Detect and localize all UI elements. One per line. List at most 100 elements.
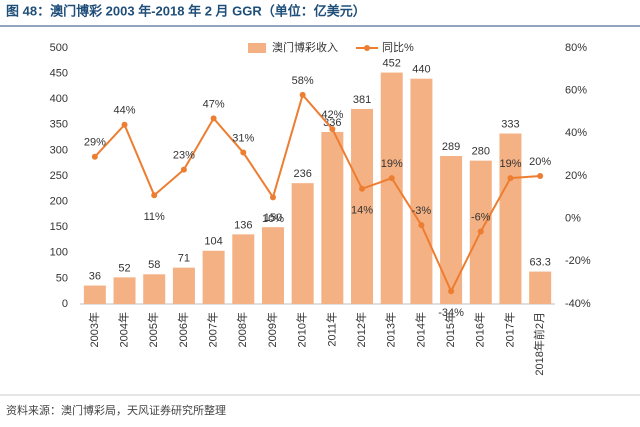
line-point <box>240 149 247 156</box>
x-tick-label: 2013年 <box>384 312 398 347</box>
line-label: -3% <box>412 205 432 217</box>
line-point <box>477 228 484 235</box>
line-label: 19% <box>381 158 403 170</box>
legend-label: 澳门博彩收入 <box>272 40 338 54</box>
y-tick-label: 400 <box>50 93 68 105</box>
x-tick-label: 2014年 <box>413 312 427 347</box>
x-tick-label: 2008年 <box>235 312 249 347</box>
bar-label: 440 <box>412 64 430 76</box>
x-tick-label: 2003年 <box>87 312 101 347</box>
y2-tick-label: 40% <box>565 127 587 139</box>
line-point <box>91 153 98 160</box>
bar-label: 63.3 <box>529 256 550 268</box>
line-point <box>537 173 544 179</box>
x-tick-label: 2005年 <box>146 312 160 347</box>
line-point <box>180 166 187 173</box>
bar <box>351 108 374 304</box>
y2-tick-label: -40% <box>565 298 591 310</box>
line-label: 20% <box>529 156 551 168</box>
line-point <box>269 194 276 201</box>
bar-label: 336 <box>323 117 341 129</box>
legend-swatch <box>248 43 266 53</box>
x-tick-label: 2006年 <box>176 312 190 347</box>
y2-tick-label: 60% <box>565 85 587 97</box>
bar <box>113 277 136 304</box>
bar-label: 71 <box>178 253 190 265</box>
bar-label: 150 <box>264 212 282 224</box>
bar-label: 452 <box>383 57 401 69</box>
line <box>94 92 541 294</box>
bar-label: 104 <box>204 236 222 248</box>
x-tick-label: 2010年 <box>295 312 309 347</box>
x-tick-label: 2011年 <box>324 312 338 347</box>
bar-label: 236 <box>293 168 311 180</box>
x-tick-label: 2007年 <box>206 312 220 347</box>
bar <box>261 227 284 304</box>
line-point <box>121 121 128 128</box>
line-label: -34% <box>438 307 464 319</box>
y-tick-label: 100 <box>50 247 68 259</box>
y2-tick-label: 20% <box>565 170 587 182</box>
line-label: 14% <box>351 205 373 217</box>
line-point <box>507 175 514 182</box>
bar-label: 280 <box>472 146 490 158</box>
y-tick-label: 450 <box>50 68 68 80</box>
bar <box>291 183 314 304</box>
bar <box>143 274 166 304</box>
y-tick-label: 250 <box>50 170 68 182</box>
legend-swatch <box>364 45 370 51</box>
line-label: 31% <box>232 132 254 144</box>
line-point <box>210 115 217 122</box>
bar <box>172 267 195 304</box>
y-tick-label: 350 <box>50 119 68 131</box>
source-note: 资料来源：澳门博彩局，天风证券研究所整理 <box>6 403 226 417</box>
x-tick-label: 2018年前2月 <box>532 312 546 376</box>
legend-label: 同比% <box>382 41 414 54</box>
bar-label: 36 <box>89 270 101 282</box>
bar-label: 52 <box>118 262 130 274</box>
y-tick-label: 200 <box>50 196 68 208</box>
line-label: -6% <box>471 211 491 223</box>
bar-label: 381 <box>353 94 371 106</box>
y-tick-label: 0 <box>62 298 68 310</box>
line-label: 11% <box>144 211 165 223</box>
bar <box>202 250 225 304</box>
bar <box>440 156 463 304</box>
line-label: 42% <box>321 109 343 121</box>
x-tick-label: 2012年 <box>354 312 368 347</box>
line-point <box>448 288 455 295</box>
line-label: 29% <box>84 137 106 149</box>
bar <box>529 271 552 304</box>
y-tick-label: 150 <box>50 221 68 233</box>
y2-tick-label: 80% <box>565 42 587 54</box>
x-tick-label: 2017年 <box>502 312 516 347</box>
bar-label: 333 <box>501 118 519 130</box>
bar <box>321 131 344 304</box>
bar <box>380 72 403 305</box>
x-tick-label: 2016年 <box>473 312 487 347</box>
bar-label: 136 <box>234 219 252 231</box>
bar-label: 289 <box>442 141 460 153</box>
y2-tick-label: 0% <box>565 213 581 225</box>
x-tick-label: 2015年 <box>443 312 457 347</box>
y-tick-label: 500 <box>50 42 68 54</box>
line-label: 19% <box>499 158 521 170</box>
x-tick-label: 2004年 <box>116 312 130 347</box>
line-label: 23% <box>173 150 195 162</box>
y2-tick-label: -20% <box>565 255 591 267</box>
bar <box>410 78 433 304</box>
bar <box>499 133 522 304</box>
line-label: 47% <box>203 98 225 110</box>
line-point <box>151 192 158 199</box>
x-tick-label: 2009年 <box>265 312 279 347</box>
line-point <box>388 175 395 182</box>
line-point <box>329 126 336 133</box>
line-label: 58% <box>292 75 314 87</box>
chart-title: 图 48：澳门博彩 2003 年-2018 年 2 月 GGR（单位：亿美元） <box>6 3 366 18</box>
line-point <box>418 222 425 229</box>
y-tick-label: 50 <box>56 272 68 284</box>
bar-label: 58 <box>148 259 160 271</box>
line-point <box>299 91 306 98</box>
line-label: 44% <box>114 105 136 117</box>
